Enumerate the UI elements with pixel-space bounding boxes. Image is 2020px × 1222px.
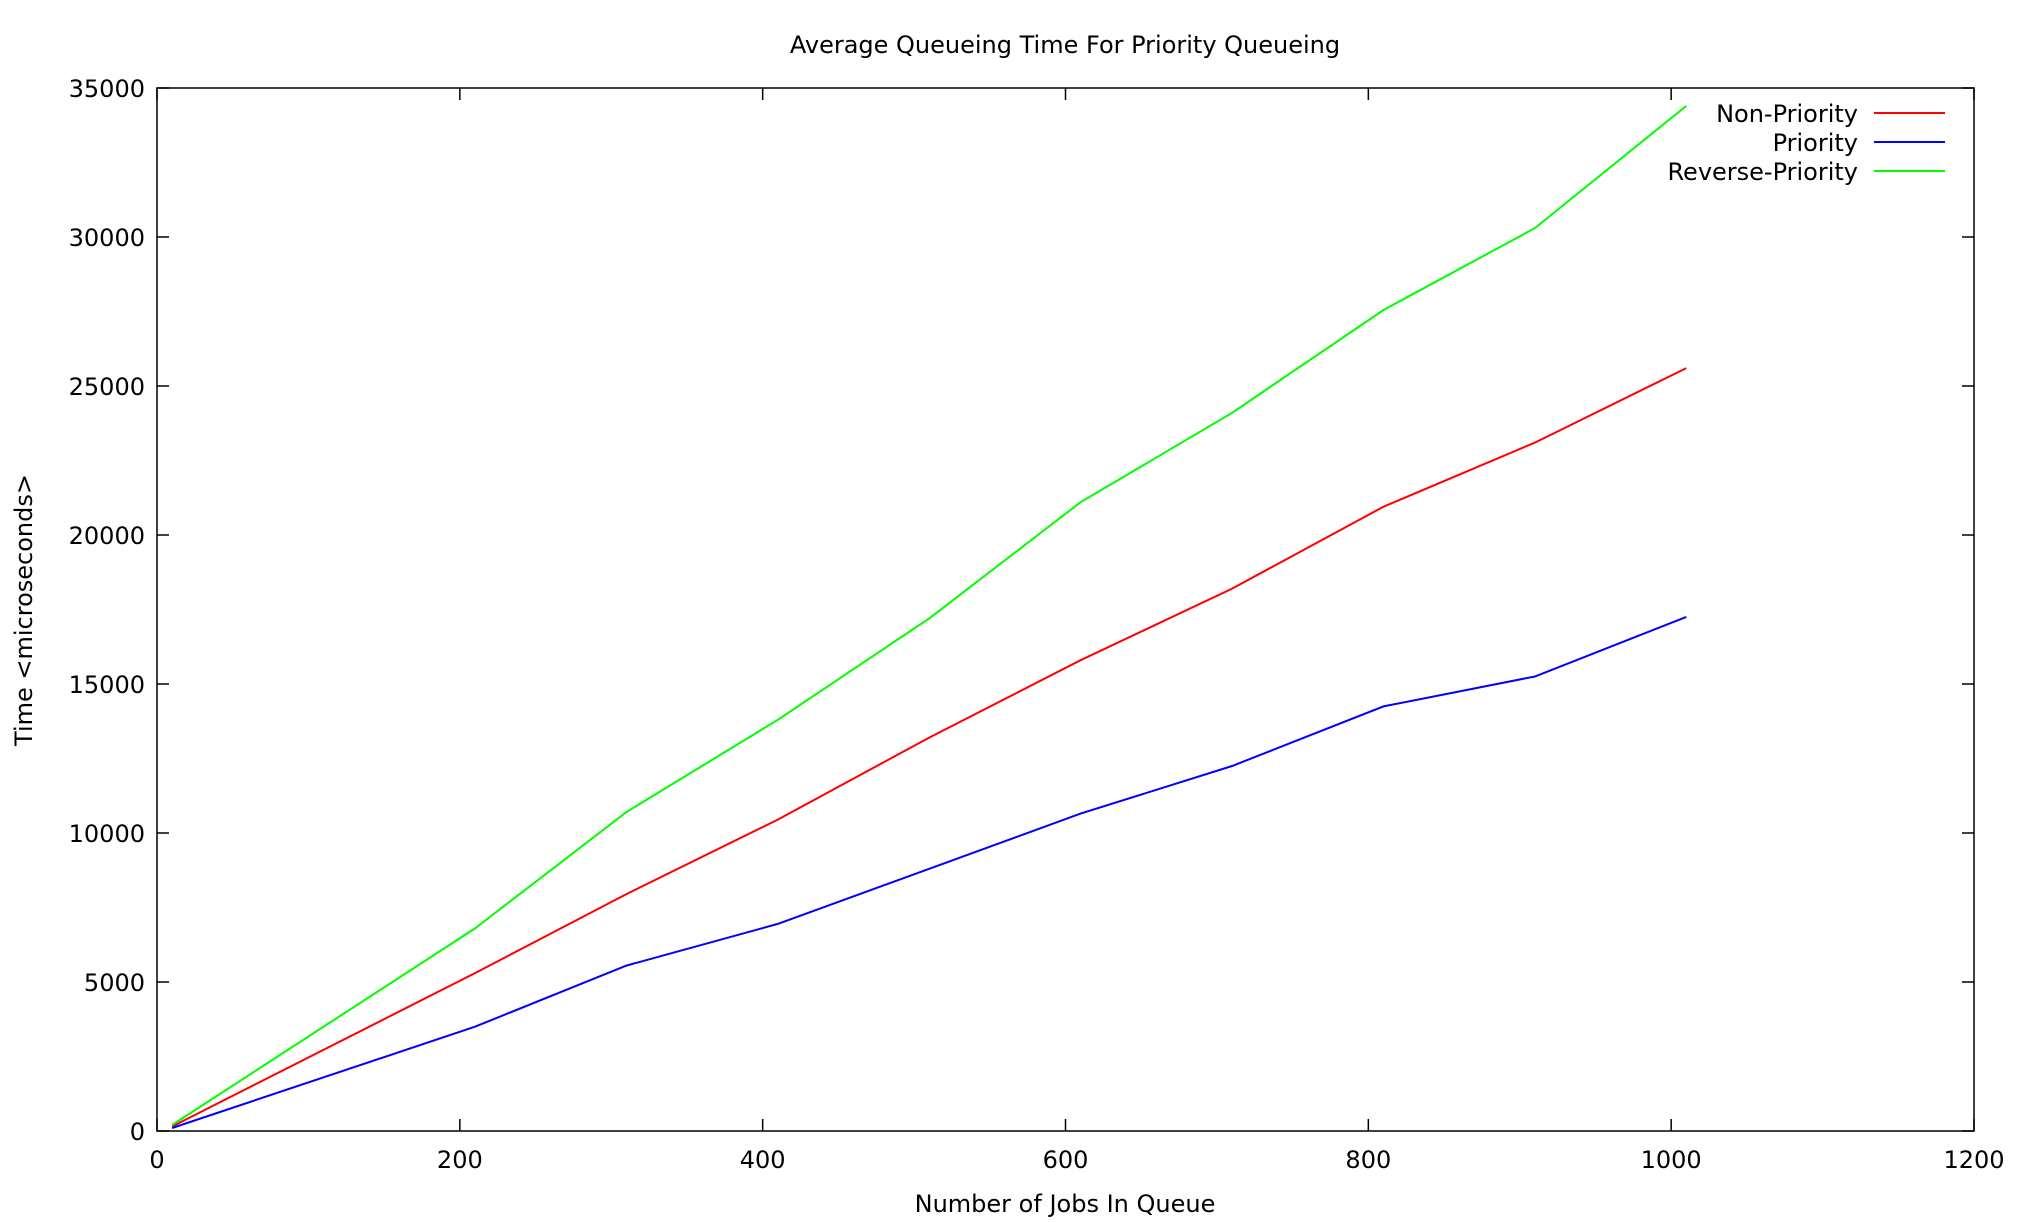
y-tick-label: 10000 (69, 820, 145, 848)
x-tick-label: 600 (1043, 1146, 1089, 1174)
x-tick-label: 400 (740, 1146, 786, 1174)
series-line-reverse-priority (171, 105, 1687, 1126)
x-tick-label: 200 (437, 1146, 483, 1174)
x-axis-label: Number of Jobs In Queue (915, 1190, 1216, 1218)
y-tick-label: 5000 (84, 969, 145, 997)
y-tick-label: 20000 (69, 522, 145, 550)
series-line-non-priority (171, 367, 1687, 1128)
y-tick-label: 25000 (69, 373, 145, 401)
series-lines (171, 105, 1687, 1129)
chart-title: Average Queueing Time For Priority Queue… (790, 31, 1340, 59)
y-axis-label: Time <microseconds> (10, 474, 38, 747)
x-tick-label: 800 (1345, 1146, 1391, 1174)
plot-area-frame (156, 87, 1975, 1132)
x-tick-label: 0 (149, 1146, 164, 1174)
y-tick-label: 35000 (69, 75, 145, 103)
y-tick-label: 15000 (69, 671, 145, 699)
legend-label-reverse-priority: Reverse-Priority (1667, 158, 1858, 186)
x-tick-label: 1000 (1641, 1146, 1702, 1174)
axis-ticks: 0 200 400 600 800 1000 1200 0 5000 10000 15000 2000… (69, 75, 2005, 1174)
series-line-priority (171, 615, 1687, 1129)
legend-label-priority: Priority (1773, 129, 1858, 157)
legend-label-non-priority: Non-Priority (1716, 100, 1858, 128)
y-tick-label: 0 (130, 1118, 145, 1146)
y-axis-label-group: Time <microseconds> (10, 474, 38, 747)
x-tick-label: 1200 (1943, 1146, 2004, 1174)
y-tick-label: 30000 (69, 224, 145, 252)
